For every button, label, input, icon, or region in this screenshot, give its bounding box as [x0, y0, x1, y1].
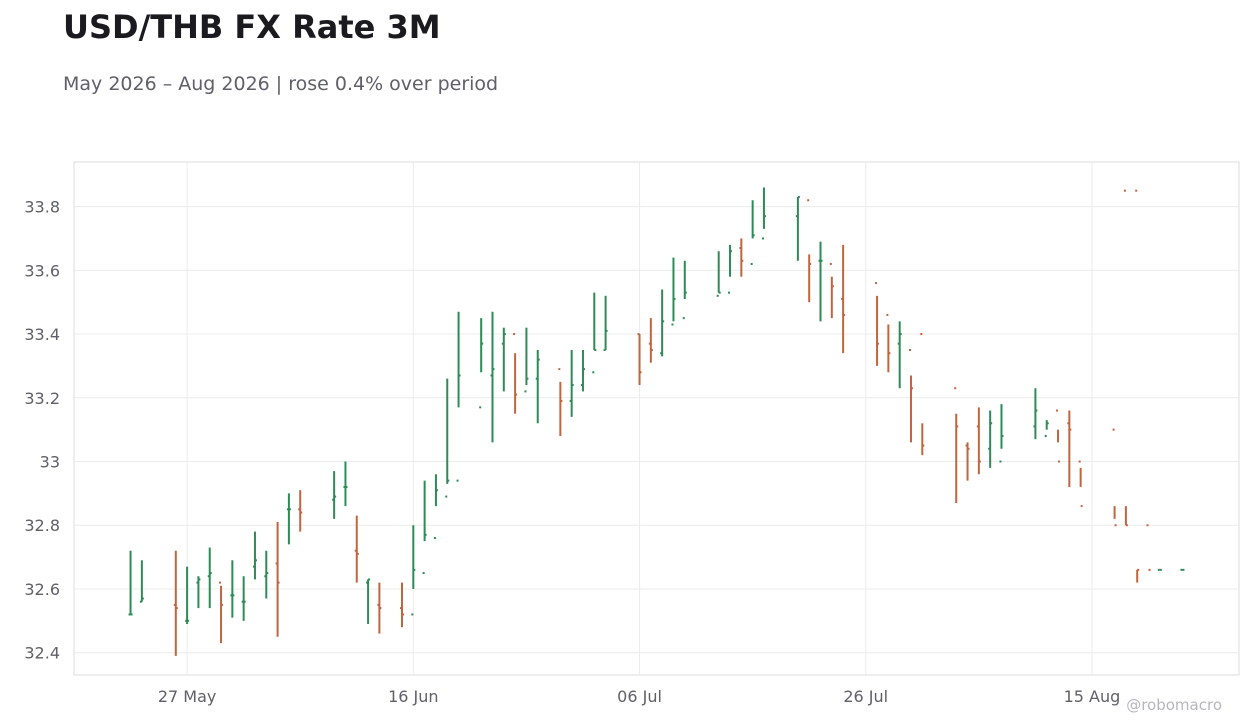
watermark: @robomacro — [1126, 696, 1222, 714]
y-tick-label: 33.8 — [24, 198, 60, 217]
y-tick-label: 33.6 — [24, 261, 60, 280]
y-tick-label: 33.4 — [24, 325, 60, 344]
x-tick-label: 15 Aug — [1064, 687, 1121, 706]
chart-title: USD/THB FX Rate 3M — [63, 8, 441, 46]
x-tick-label: 27 May — [158, 687, 217, 706]
y-tick-label: 33.2 — [24, 389, 60, 408]
y-tick-label: 32.4 — [24, 644, 60, 663]
x-tick-label: 26 Jul — [843, 687, 888, 706]
x-tick-label: 06 Jul — [617, 687, 662, 706]
y-tick-label: 32.8 — [24, 516, 60, 535]
y-tick-label: 32.6 — [24, 580, 60, 599]
y-tick-label: 33 — [40, 453, 60, 472]
chart-subtitle: May 2026 – Aug 2026 | rose 0.4% over per… — [63, 73, 499, 95]
x-tick-label: 16 Jun — [388, 687, 438, 706]
plot-frame — [73, 161, 1240, 676]
